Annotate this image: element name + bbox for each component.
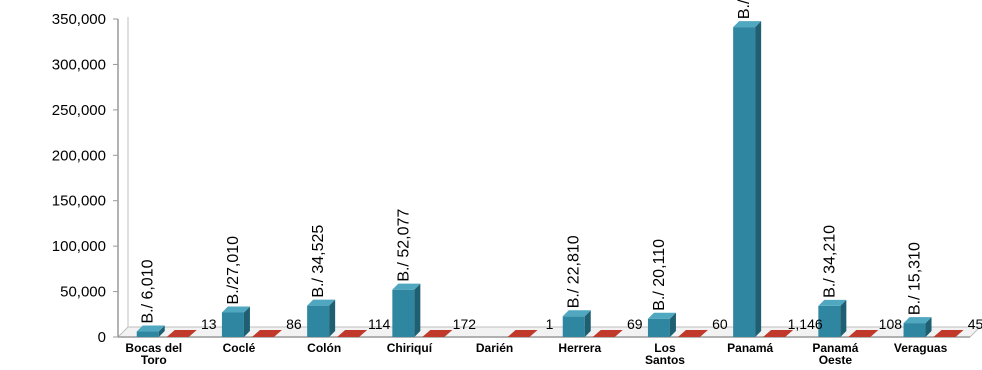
- axes: 0 50,000 100,000 150,000 200,000 250,000 300,0…: [52, 11, 982, 346]
- bar-amount: [647, 312, 676, 337]
- bar-amount: [392, 283, 421, 337]
- x-tick-label: Los: [654, 341, 676, 355]
- bar-count: [592, 330, 623, 337]
- bar-count: [422, 330, 453, 337]
- bar-amount-top: [733, 21, 762, 28]
- data-label-amount: B./ 34,525: [310, 225, 327, 298]
- data-label-amount: B./27,010: [225, 236, 242, 305]
- data-label-amount: B./ 6,010: [140, 259, 157, 323]
- data-label-count: 86: [286, 316, 302, 332]
- x-tick-label: Colón: [307, 341, 341, 355]
- bar-count: [933, 330, 964, 337]
- bar-amount-top: [392, 283, 421, 290]
- bar-amount: [136, 325, 165, 337]
- bar-amount: [818, 299, 847, 337]
- x-tick-label: Panamá: [812, 341, 858, 355]
- y-tick-label: 350,000: [52, 11, 106, 28]
- data-label-count: 13: [201, 316, 217, 332]
- x-tick-label: Bocas del: [125, 341, 182, 355]
- data-label-amount: B./ 52,077: [395, 209, 412, 282]
- bar-amount: [307, 299, 336, 337]
- x-tick-label: Toro: [141, 353, 167, 367]
- bar-count: [763, 330, 794, 337]
- bar-amount-front: [903, 323, 926, 337]
- data-label-count: 1,146: [788, 316, 823, 332]
- data-label-count: 45: [968, 316, 982, 332]
- data-label-count: 172: [453, 316, 477, 332]
- bar-amount-top: [307, 299, 336, 306]
- bar-amount-top: [647, 312, 676, 319]
- data-label-amount: B./ 341,066: [736, 0, 753, 19]
- data-label-amount: B./ 15,310: [907, 242, 924, 315]
- x-tick-label: Coclé: [223, 341, 256, 355]
- bar-count: [251, 330, 282, 337]
- bar-amount-top: [818, 299, 847, 306]
- bar-amount-side: [840, 299, 847, 337]
- bar-amount-front: [562, 316, 585, 337]
- x-tick-label: Santos: [645, 353, 685, 367]
- bar-amount-side: [158, 325, 165, 337]
- y-tick-label: 50,000: [60, 284, 106, 301]
- bar-amount-top: [903, 317, 932, 324]
- bars: [136, 21, 964, 337]
- bar-amount-side: [414, 283, 421, 337]
- y-tick-label: 200,000: [52, 147, 106, 164]
- x-tick-label: Herrera: [558, 341, 601, 355]
- data-label-count: 60: [712, 316, 728, 332]
- bar-amount-top: [136, 325, 165, 332]
- bar-amount-front: [307, 305, 330, 337]
- bar-amount: [221, 306, 250, 337]
- data-label-amount: B./ 34,210: [821, 225, 838, 298]
- y-tick-label: 250,000: [52, 102, 106, 119]
- bar-amount-front: [818, 305, 841, 337]
- y-tick-label: 150,000: [52, 193, 106, 210]
- data-label-count: 69: [627, 316, 643, 332]
- bar-count: [507, 330, 538, 337]
- bar-amount: [733, 21, 762, 337]
- bar-amount-side: [584, 310, 591, 337]
- data-label-amount: B./ 20,110: [651, 239, 668, 311]
- bar-amount-side: [329, 299, 336, 337]
- y-tick-label: 300,000: [52, 56, 106, 73]
- bar-amount: [562, 310, 591, 337]
- bar-amount-top: [562, 310, 591, 317]
- x-tick-label: Chiriquí: [387, 341, 433, 355]
- bar-amount-side: [925, 317, 932, 337]
- x-tick-label: Darién: [476, 341, 513, 355]
- y-tick-label: 100,000: [52, 238, 106, 255]
- bar-amount-top: [221, 306, 250, 313]
- bar-amount-front: [392, 289, 415, 337]
- data-label-count: 1: [546, 316, 554, 332]
- bar-count: [166, 330, 197, 337]
- bar-amount-side: [755, 21, 762, 337]
- bar-amount-front: [733, 27, 756, 337]
- bar-amount-side: [243, 306, 250, 337]
- bar-amount-front: [647, 318, 670, 337]
- x-tick-label: Panamá: [727, 341, 773, 355]
- bar-amount: [903, 317, 932, 337]
- bar-amount-side: [669, 312, 676, 337]
- y-tick-label: 0: [98, 329, 106, 346]
- data-label-count: 108: [879, 316, 903, 332]
- x-tick-label: Oeste: [819, 353, 853, 367]
- bar-amount-front: [136, 331, 159, 337]
- x-tick-label: Veraguas: [894, 341, 948, 355]
- bar-amount-front: [221, 312, 244, 337]
- data-label-amount: B./ 22,810: [566, 235, 583, 308]
- bar-count: [677, 330, 708, 337]
- data-label-count: 114: [368, 316, 391, 332]
- bar-count: [337, 330, 368, 337]
- bar-count: [848, 330, 879, 337]
